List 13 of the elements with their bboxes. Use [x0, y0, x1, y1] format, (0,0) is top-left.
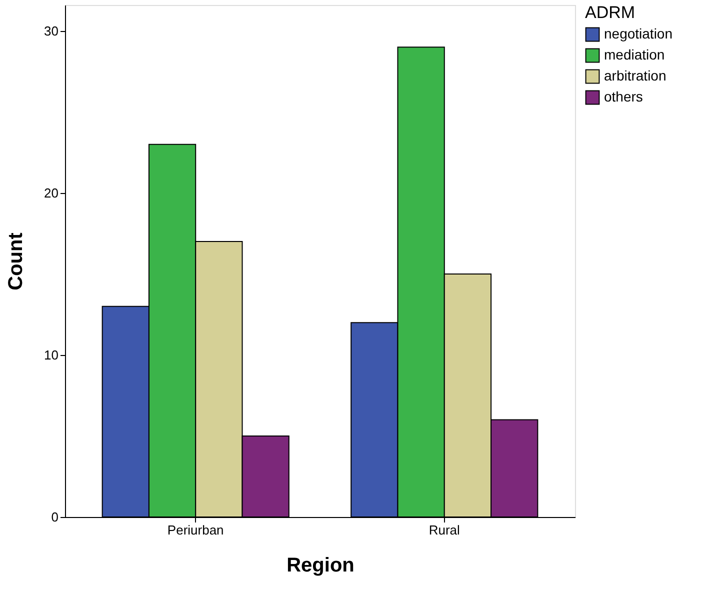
y-tick-label: 0	[51, 510, 58, 524]
x-tick-label: Rural	[428, 522, 460, 538]
legend-label: arbitration	[604, 68, 666, 84]
x-axis-title: Region	[286, 554, 354, 576]
y-axis-title: Count	[5, 232, 28, 290]
y-tick-label: 20	[44, 185, 58, 200]
y-tick-label: 30	[44, 23, 58, 38]
y-tick-label: 10	[44, 347, 58, 362]
legend-label: mediation	[604, 46, 665, 62]
legend-title: ADRM	[585, 3, 636, 22]
legend-label: others	[604, 88, 643, 104]
legend-label: negotiation	[604, 26, 673, 42]
x-tick-label: Periurban	[167, 522, 224, 538]
